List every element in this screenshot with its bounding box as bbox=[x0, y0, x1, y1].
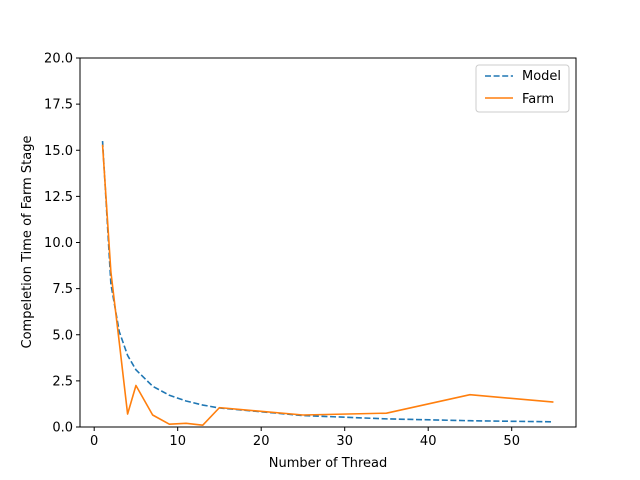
x-tick-label: 20 bbox=[253, 434, 270, 449]
legend: Model Farm bbox=[475, 64, 570, 113]
series-line-farm bbox=[101, 144, 554, 426]
x-tick-label: 40 bbox=[420, 434, 437, 449]
y-tick-label: 15.0 bbox=[44, 144, 73, 159]
y-tick-label: 5.0 bbox=[52, 328, 73, 343]
x-tick-label: 50 bbox=[503, 434, 520, 449]
y-tick-label: 7.5 bbox=[52, 282, 73, 297]
legend-label-farm: Farm bbox=[522, 92, 554, 107]
series-line-model bbox=[101, 140, 554, 423]
y-tick-label: 12.5 bbox=[44, 190, 73, 205]
y-axis-ticks: 0.0 2.5 5.0 7.5 10.0 12.5 15.0 17.5 20.0 bbox=[44, 52, 80, 436]
x-tick-label: 0 bbox=[90, 434, 98, 449]
y-tick-label: 17.5 bbox=[44, 98, 73, 113]
x-axis-ticks: 0 10 20 30 40 50 bbox=[90, 427, 520, 449]
x-tick-label: 10 bbox=[169, 434, 186, 449]
y-tick-label: 10.0 bbox=[44, 236, 73, 251]
y-tick-label: 20.0 bbox=[44, 52, 73, 67]
plot-lines bbox=[101, 140, 554, 426]
y-tick-label: 2.5 bbox=[52, 374, 73, 389]
x-axis-label: Number of Thread bbox=[269, 456, 387, 471]
y-axis-label: Compeletion Time of Farm Stage bbox=[20, 136, 35, 349]
x-tick-label: 30 bbox=[336, 434, 353, 449]
y-tick-label: 0.0 bbox=[52, 421, 73, 436]
plot-area-frame bbox=[79, 57, 577, 428]
legend-label-model: Model bbox=[522, 69, 561, 84]
